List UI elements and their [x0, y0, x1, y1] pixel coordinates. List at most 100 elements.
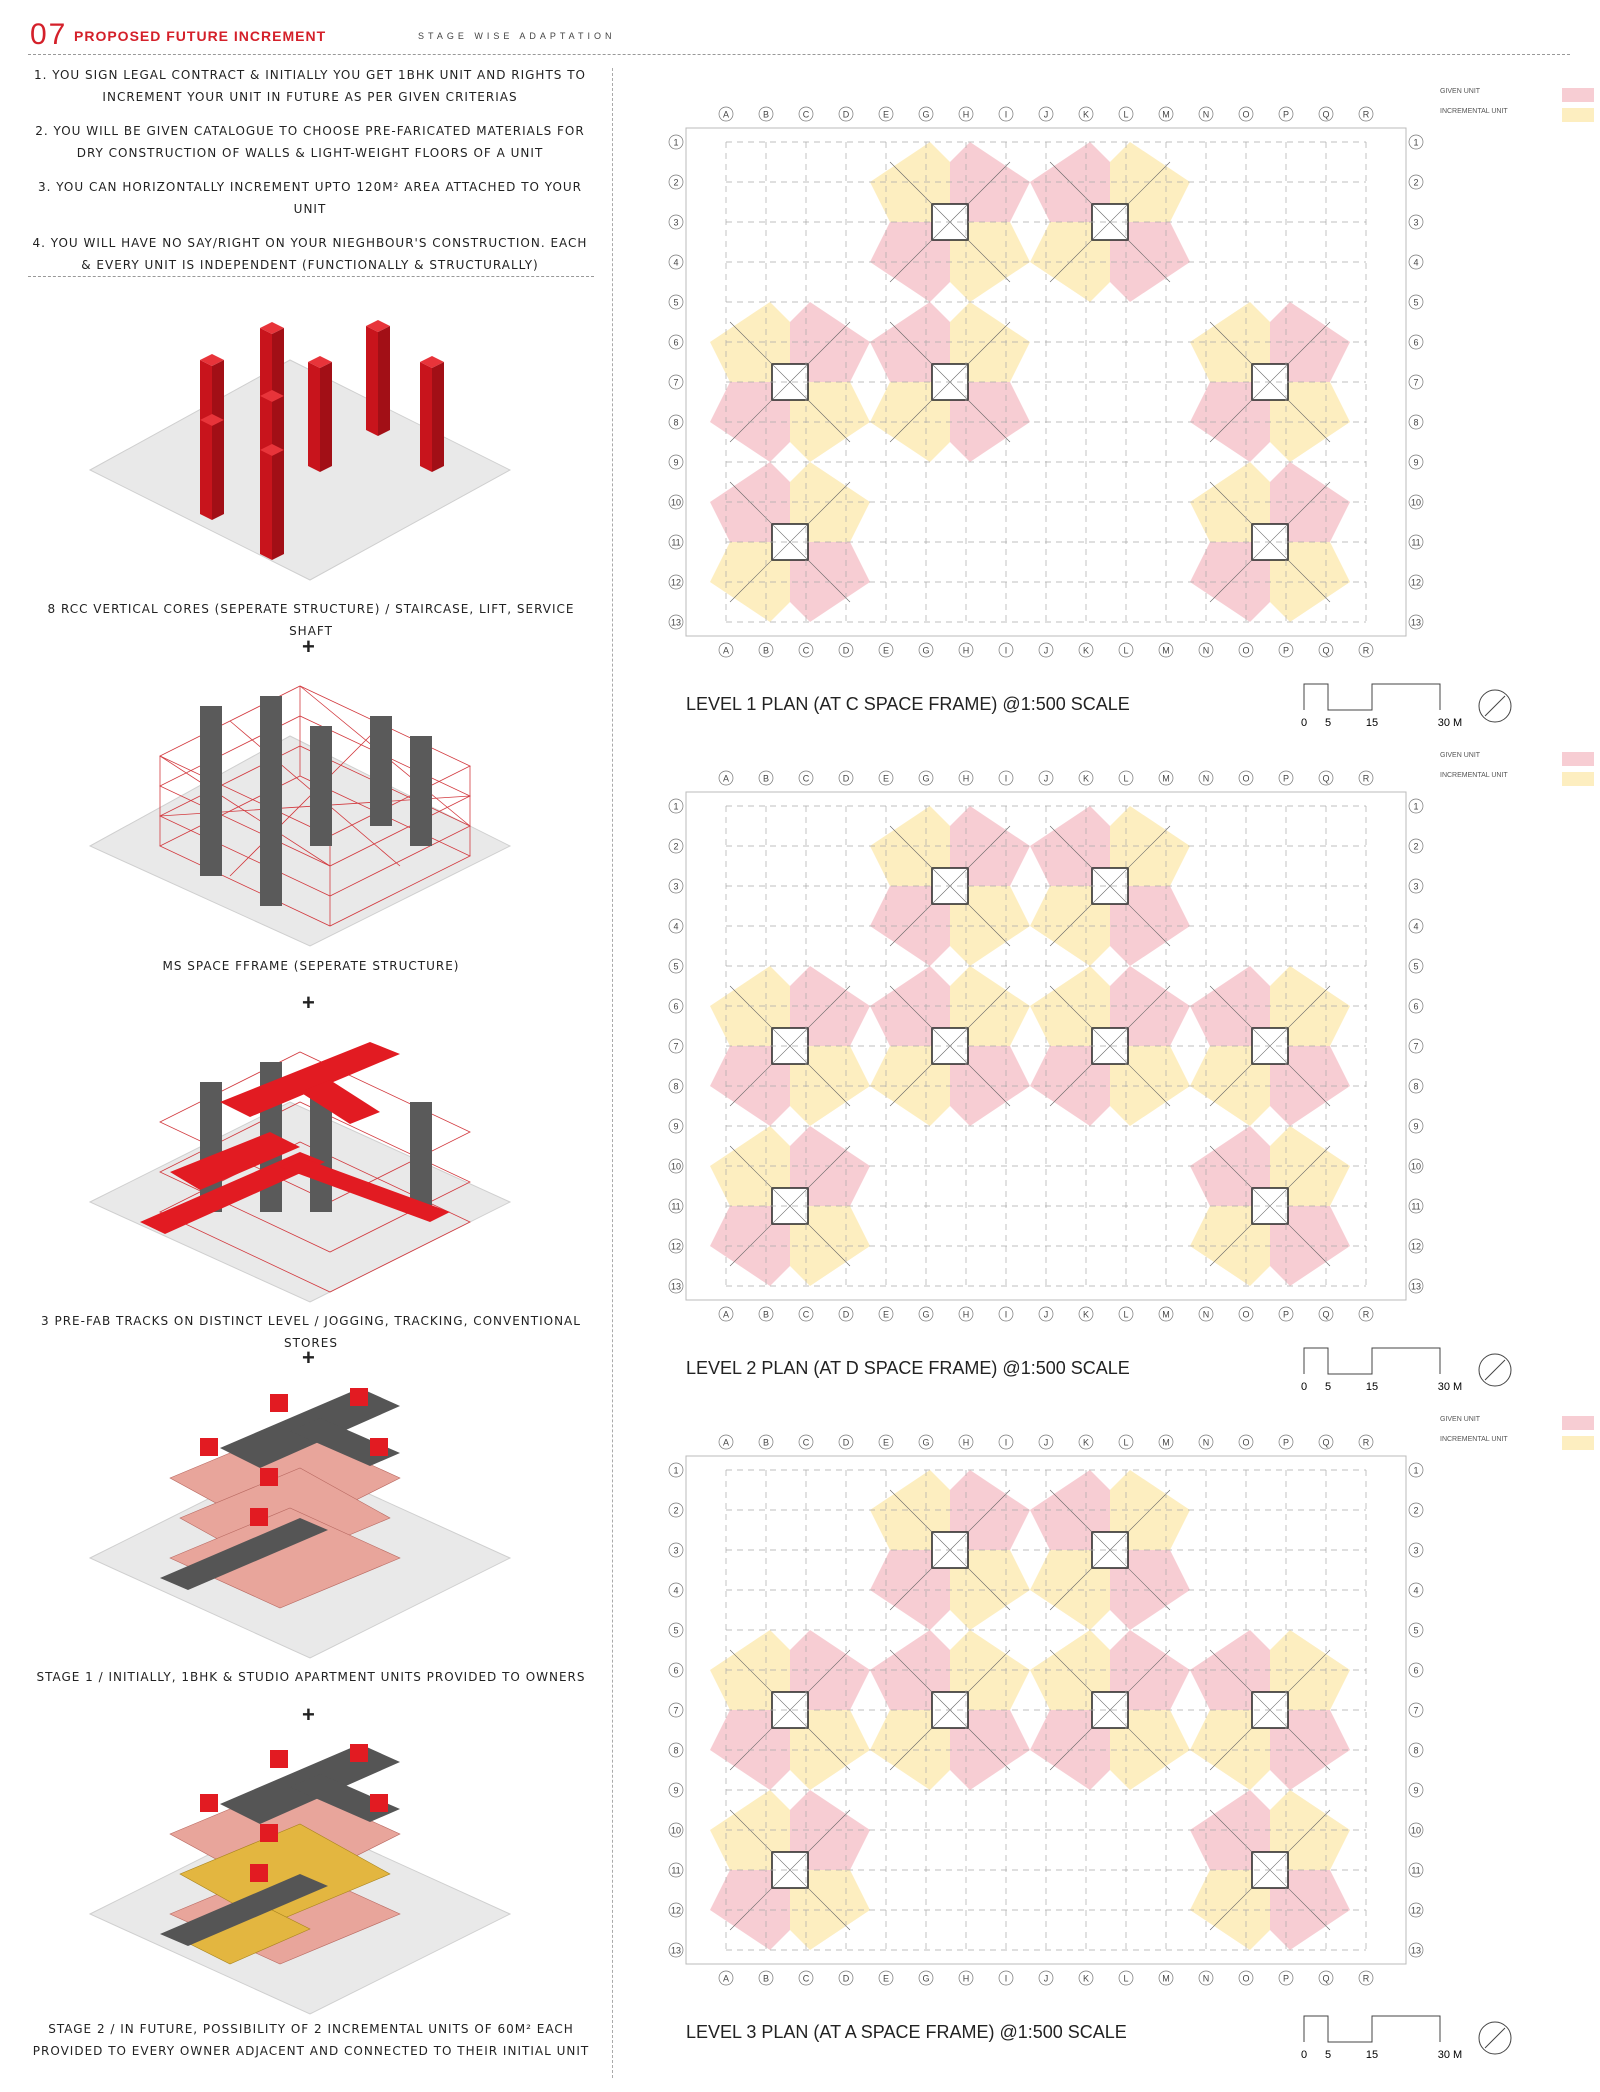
grid-column-label: D	[843, 1974, 850, 1984]
step-1: 1. YOU SIGN LEGAL CONTRACT & INITIALLY Y…	[34, 68, 586, 104]
legend-given-swatch	[1562, 88, 1594, 102]
grid-column-label: B	[763, 110, 769, 120]
grid-row-label: 7	[1413, 378, 1418, 388]
steps-divider	[28, 276, 594, 277]
legend-given-swatch	[1562, 1416, 1594, 1430]
grid-column-label: I	[1005, 774, 1008, 784]
grid-bubble	[668, 574, 684, 590]
grid-column-label: M	[1162, 646, 1170, 656]
grid-bubble	[918, 106, 934, 122]
grid-bubble	[1118, 106, 1134, 122]
grid-bubble	[668, 1078, 684, 1094]
grid-bubble	[668, 1822, 684, 1838]
grid-column-label: B	[763, 1310, 769, 1320]
legend-incremental-label: INCREMENTAL UNIT	[1440, 772, 1508, 779]
grid-row-label: 8	[673, 418, 678, 428]
grid-column-label: H	[963, 1310, 970, 1320]
grid-column-label: E	[883, 646, 889, 656]
grid-column-label: D	[843, 774, 850, 784]
grid-column-label: G	[922, 646, 929, 656]
grid-column-label: C	[803, 1974, 810, 1984]
grid-bubble	[1238, 106, 1254, 122]
legend-given-label: GIVEN UNIT	[1440, 1416, 1481, 1423]
grid-bubble	[758, 1970, 774, 1986]
grid-column-label: N	[1203, 1438, 1210, 1448]
grid-row-label: 2	[673, 1506, 678, 1516]
grid-column-label: Q	[1322, 774, 1329, 784]
grid-column-label: M	[1162, 1438, 1170, 1448]
plan-title-2: LEVEL 2 PLAN (AT D SPACE FRAME) @1:500 S…	[686, 1358, 1130, 1378]
grid-row-label: 7	[673, 1042, 678, 1052]
grid-column-label: P	[1283, 1438, 1289, 1448]
grid-row-label: 2	[673, 842, 678, 852]
grid-bubble	[1318, 1306, 1334, 1322]
grid-bubble	[668, 254, 684, 270]
grid-row-label: 9	[673, 458, 678, 468]
grid-bubble	[718, 770, 734, 786]
grid-row-label: 1	[673, 138, 678, 148]
grid-bubble	[1408, 1238, 1424, 1254]
grid-column-label: N	[1203, 774, 1210, 784]
grid-bubble	[998, 1306, 1014, 1322]
grid-column-label: H	[963, 774, 970, 784]
grid-bubble	[1198, 1306, 1214, 1322]
grid-column-label: O	[1242, 1438, 1249, 1448]
grid-column-label: B	[763, 1438, 769, 1448]
grid-row-label: 11	[671, 538, 680, 548]
grid-bubble	[1408, 174, 1424, 190]
grid-row-label: 6	[1413, 1002, 1418, 1012]
grid-row-label: 6	[673, 338, 678, 348]
grid-row-label: 5	[1413, 962, 1418, 972]
grid-bubble	[668, 1118, 684, 1134]
grid-row-label: 3	[673, 882, 678, 892]
grid-bubble	[668, 454, 684, 470]
grid-column-label: G	[922, 1438, 929, 1448]
grid-column-label: R	[1363, 646, 1370, 656]
grid-bubble	[758, 642, 774, 658]
grid-bubble	[1078, 106, 1094, 122]
grid-bubble	[1408, 1038, 1424, 1054]
grid-row-label: 9	[1413, 1122, 1418, 1132]
grid-bubble	[1278, 1434, 1294, 1450]
grid-bubble	[1408, 1822, 1424, 1838]
grid-bubble	[798, 1434, 814, 1450]
step-4: 4. YOU WILL HAVE NO SAY/RIGHT ON YOUR NI…	[32, 236, 588, 272]
grid-bubble	[1198, 770, 1214, 786]
grid-bubble	[878, 1306, 894, 1322]
grid-column-label: I	[1005, 1310, 1008, 1320]
grid-bubble	[668, 878, 684, 894]
legend-given-label: GIVEN UNIT	[1440, 752, 1481, 759]
grid-bubble	[958, 1970, 974, 1986]
grid-row-label: 3	[673, 1546, 678, 1556]
grid-bubble	[1158, 1434, 1174, 1450]
grid-bubble	[838, 1970, 854, 1986]
grid-bubble	[1408, 958, 1424, 974]
grid-column-label: R	[1363, 1974, 1370, 1984]
grid-row-label: 11	[671, 1202, 680, 1212]
grid-bubble	[958, 770, 974, 786]
grid-column-label: D	[843, 646, 850, 656]
grid-bubble	[668, 1622, 684, 1638]
scale-label: 30 M	[1438, 717, 1462, 729]
plan-title-3: LEVEL 3 PLAN (AT A SPACE FRAME) @1:500 S…	[686, 2022, 1127, 2042]
grid-row-label: 8	[1413, 1082, 1418, 1092]
grid-row-label: 3	[673, 218, 678, 228]
grid-bubble	[1358, 1970, 1374, 1986]
grid-row-label: 7	[673, 378, 678, 388]
grid-bubble	[918, 1434, 934, 1450]
grid-bubble	[1408, 574, 1424, 590]
grid-bubble	[798, 642, 814, 658]
grid-column-label: E	[883, 110, 889, 120]
grid-column-label: A	[723, 1974, 729, 1984]
stage-caption-1: 8 RCC VERTICAL CORES (SEPERATE STRUCTURE…	[47, 602, 575, 638]
grid-column-label: O	[1242, 646, 1249, 656]
grid-bubble	[918, 770, 934, 786]
scale-label: 0	[1301, 717, 1307, 729]
grid-bubble	[1198, 106, 1214, 122]
grid-bubble	[1038, 1306, 1054, 1322]
grid-column-label: Q	[1322, 646, 1329, 656]
grid-bubble	[1408, 1078, 1424, 1094]
grid-bubble	[668, 174, 684, 190]
grid-bubble	[668, 1742, 684, 1758]
plus-sign: +	[302, 990, 315, 1015]
